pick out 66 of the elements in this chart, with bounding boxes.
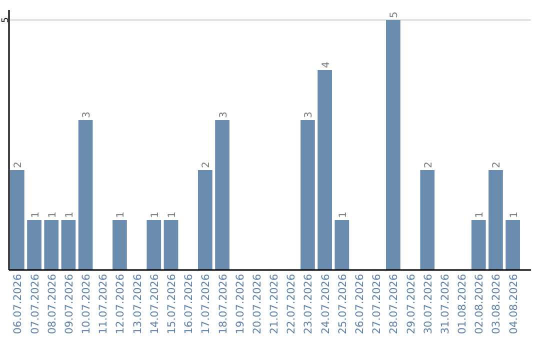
bar	[10, 170, 24, 270]
bar	[164, 220, 178, 270]
bar	[27, 220, 42, 270]
data-label: 2	[492, 162, 503, 168]
bar	[215, 120, 230, 270]
x-tick-label: 28.07.2026	[388, 274, 400, 334]
bar	[61, 220, 76, 270]
x-tick-label: 27.07.2026	[371, 274, 384, 334]
x-tick-label: 21.07.2026	[268, 274, 281, 334]
data-label: 1	[167, 212, 178, 218]
x-tick-label: 10.07.2026	[80, 274, 93, 334]
data-label: 2	[423, 162, 434, 168]
bar	[334, 220, 350, 270]
data-label: 1	[116, 212, 127, 218]
bar	[318, 70, 332, 270]
x-tick-label: 08.07.2026	[46, 274, 58, 334]
x-tick-label: 20.07.2026	[251, 274, 264, 334]
data-label: 1	[64, 212, 76, 218]
data-label: 1	[150, 212, 161, 218]
x-tick-label: 06.07.2026	[12, 274, 24, 334]
x-tick-label: 13.07.2026	[132, 274, 144, 334]
bar	[506, 220, 520, 270]
x-tick-label: 11.07.2026	[98, 274, 110, 334]
data-label: 1	[30, 212, 42, 218]
x-tick-label: 03.08.2026	[490, 274, 503, 334]
data-label: 1	[338, 212, 349, 218]
x-tick-label: 01.08.2026	[456, 274, 469, 334]
x-tick-label: 17.07.2026	[200, 274, 212, 334]
x-tick-label: 22.07.2026	[286, 274, 298, 334]
bar	[44, 220, 59, 270]
x-tick-label: 09.07.2026	[63, 274, 76, 334]
x-tick-label: 25.07.2026	[336, 274, 349, 334]
data-label: 5	[389, 12, 400, 18]
x-tick-label: 02.08.2026	[474, 274, 486, 334]
bar	[488, 170, 503, 270]
x-tick-label: 24.07.2026	[320, 274, 332, 334]
data-label: 2	[201, 162, 212, 168]
data-label: 3	[82, 112, 93, 118]
data-label: 1	[47, 212, 58, 218]
x-tick-label: 23.07.2026	[302, 274, 315, 334]
data-label: 1	[474, 212, 486, 218]
bar	[146, 220, 162, 270]
x-tick-label: 30.07.2026	[422, 274, 434, 334]
x-tick-label: 31.07.2026	[439, 274, 452, 334]
bar	[300, 120, 315, 270]
data-label: 3	[218, 112, 230, 118]
x-tick-label: 04.08.2026	[508, 274, 520, 334]
x-tick-label: 18.07.2026	[217, 274, 230, 334]
x-tick-label: 12.07.2026	[114, 274, 127, 334]
x-tick-label: 19.07.2026	[234, 274, 246, 334]
x-tick-label: 29.07.2026	[405, 274, 418, 334]
x-tick-label: 15.07.2026	[166, 274, 178, 334]
data-label: 2	[13, 162, 24, 168]
bar	[420, 170, 435, 270]
x-tick-label: 16.07.2026	[183, 274, 196, 334]
data-label: 1	[508, 212, 520, 218]
x-tick-label: 26.07.2026	[354, 274, 366, 334]
bar	[78, 120, 93, 270]
bar	[198, 170, 212, 270]
x-tick-label: 07.07.2026	[29, 274, 42, 334]
data-label: 3	[304, 112, 315, 118]
bar	[386, 20, 400, 270]
x-tick-label: 14.07.2026	[148, 274, 161, 334]
data-label: 4	[320, 62, 332, 68]
bar	[112, 220, 127, 270]
bar	[471, 220, 486, 270]
